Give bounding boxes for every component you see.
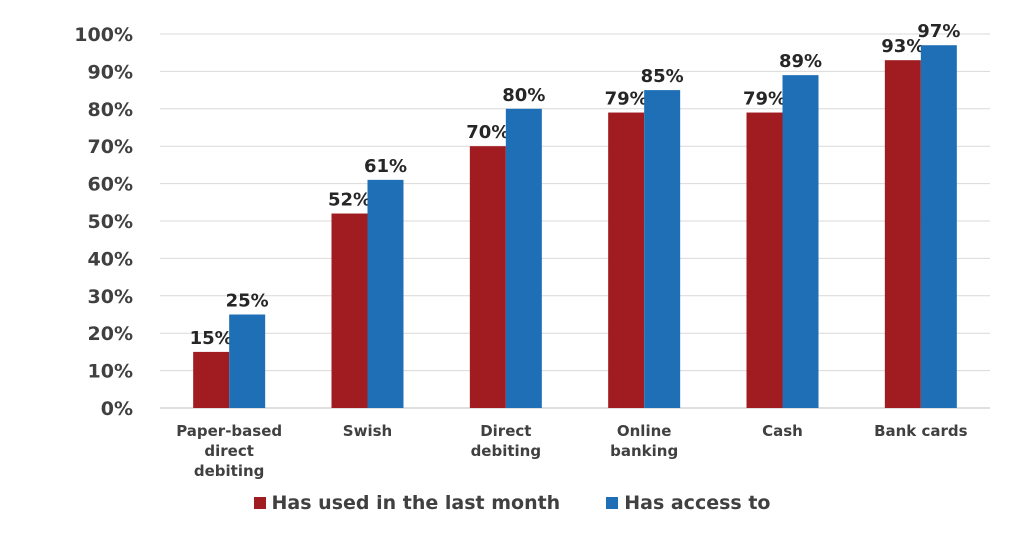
data-label: 93% [881,36,924,57]
bar-used [331,213,368,408]
data-label: 70% [466,122,509,143]
y-tick-label: 50% [88,211,133,233]
data-label: 85% [641,66,684,87]
bar-access [782,75,819,408]
y-tick-label: 90% [88,61,133,83]
data-label: 79% [605,89,648,110]
x-tick-label: Swish [343,422,392,440]
y-tick-label: 10% [88,361,133,383]
legend-swatch-access [606,497,619,509]
y-tick-label: 20% [88,323,133,345]
bar-chart: 0% 10% 20% 30% 40% 50% 60% 70% 80% 90% 100% 15% 25% P… [74,21,990,480]
y-tick-label: 100% [74,24,133,46]
bar-used [884,60,921,409]
bar-access [367,179,404,408]
data-label: 89% [779,51,822,72]
x-tick-label: Paper-based [176,422,282,440]
x-tick-label: Cash [762,422,803,440]
bar-access [229,314,266,408]
data-label: 97% [917,21,960,42]
legend-label-used: Has used in the last month [271,492,561,514]
bar-access [644,90,681,408]
data-label: 25% [226,291,269,312]
data-label: 61% [364,156,407,177]
data-label: 79% [743,89,786,110]
y-tick-label: 0% [101,398,133,420]
legend: Has used in the last month Has access to [0,492,1024,514]
x-tick-label: debiting [471,442,542,460]
y-tick-label: 60% [88,174,133,196]
y-tick-label: 70% [88,136,133,158]
legend-item-used: Has used in the last month [253,492,561,514]
legend-label-access: Has access to [624,492,771,514]
data-label: 80% [502,85,545,106]
data-label: 15% [190,328,233,349]
y-tick-label: 30% [88,286,133,308]
x-tick-label: direct [204,442,254,460]
legend-item-access: Has access to [606,492,770,514]
legend-swatch-used [253,497,266,509]
y-tick-label: 80% [88,99,133,121]
bar-used [193,351,230,408]
data-label: 52% [328,190,371,211]
x-tick-label: Direct [480,422,531,440]
bar-access [505,108,542,409]
bar-used [746,112,783,408]
x-tick-label: Online [617,422,672,440]
x-tick-label: banking [610,442,678,460]
x-tick-label: Bank cards [874,422,968,440]
y-tick-label: 40% [88,248,133,270]
bar-used [469,146,506,408]
bar-access [920,45,957,408]
x-tick-label: debiting [194,462,265,480]
bar-used [608,112,645,408]
